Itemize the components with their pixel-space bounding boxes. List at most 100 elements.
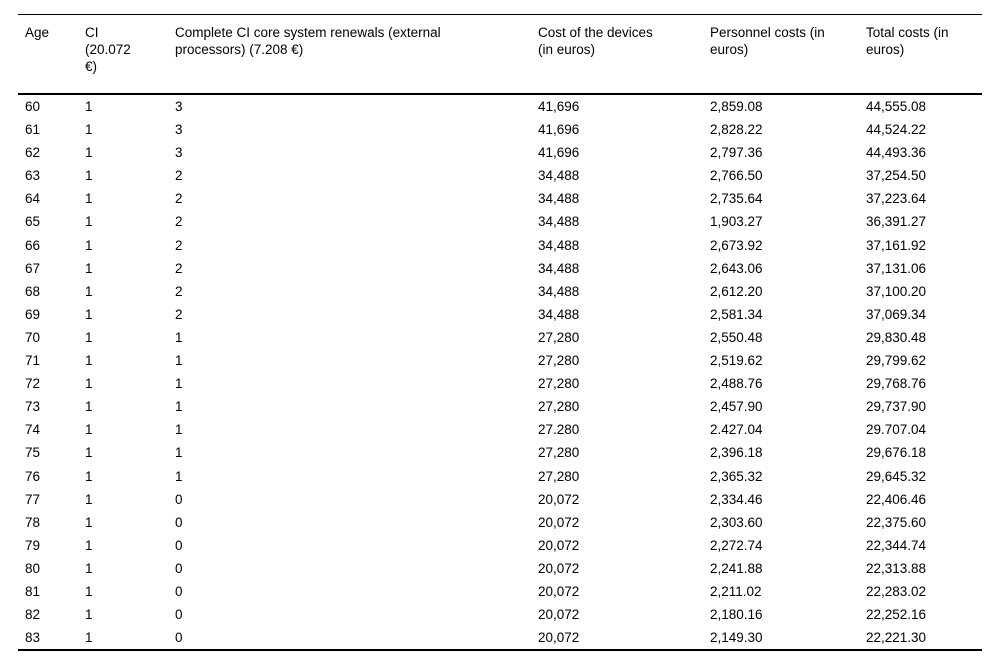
column-header-label: Total costs (in euros) <box>866 25 949 57</box>
table-cell: 72 <box>25 376 41 392</box>
table-cell: 37,100.20 <box>866 283 927 299</box>
table-cell: 69 <box>25 306 41 322</box>
table-row: 75 1 1 27,280 2,396.18 29,676.18 <box>18 441 982 464</box>
column-header-renewals: Complete CI core system renewals (extern… <box>168 14 531 95</box>
table-cell: 1,903.27 <box>710 214 763 230</box>
table-cell: 41,696 <box>538 99 580 114</box>
table-cell: 2 <box>175 237 183 253</box>
table-cell: 36,391.27 <box>866 214 927 230</box>
table-cell: 61 <box>25 122 41 138</box>
table-row: 68 1 2 34,488 2,612.20 37,100.20 <box>18 280 982 303</box>
table-row: 70 1 1 27,280 2,550.48 29,830.48 <box>18 326 982 349</box>
column-header-label: Complete CI core system renewals (extern… <box>175 25 441 57</box>
table-cell: 37,069.34 <box>866 306 927 322</box>
table-cell: 2,149.30 <box>710 630 763 646</box>
table-cell: 1 <box>85 537 93 553</box>
table-row: 62 1 3 41,696 2,797.36 44,493.36 <box>18 141 982 164</box>
table-cell: 77 <box>25 491 41 507</box>
table-cell: 34,488 <box>538 214 580 230</box>
table-row: 64 1 2 34,488 2,735.64 37,223.64 <box>18 187 982 210</box>
table-cell: 64 <box>25 191 41 207</box>
table-cell: 44,555.08 <box>866 99 927 114</box>
table-cell: 37,223.64 <box>866 191 927 207</box>
table-cell: 34,488 <box>538 237 580 253</box>
table-row: 63 1 2 34,488 2,766.50 37,254.50 <box>18 164 982 187</box>
column-header-age: Age <box>18 14 78 95</box>
header-row: Age CI (20.072 €) Complete CI core syste… <box>18 14 982 95</box>
table-cell: 62 <box>25 145 41 161</box>
table-row: 74 1 1 27.280 2.427.04 29.707.04 <box>18 418 982 441</box>
table-cell: 2,859.08 <box>710 99 763 114</box>
table-row: 72 1 1 27,280 2,488.76 29,768.76 <box>18 372 982 395</box>
table-cell: 20,072 <box>538 560 580 576</box>
table-cell: 1 <box>85 422 93 438</box>
table-row: 78 1 0 20,072 2,303.60 22,375.60 <box>18 511 982 534</box>
table-cell: 2 <box>175 191 183 207</box>
column-header-device-cost: Cost of the devices (in euros) <box>531 14 703 95</box>
table-cell: 22,406.46 <box>866 491 927 507</box>
table-cell: 2.427.04 <box>710 422 763 438</box>
table-cell: 2,211.02 <box>710 583 762 599</box>
table-cell: 78 <box>25 514 41 530</box>
table-cell: 37,131.06 <box>866 260 927 276</box>
table-cell: 20,072 <box>538 537 580 553</box>
table-cell: 0 <box>175 583 183 599</box>
table-cell: 1 <box>85 214 93 230</box>
table-cell: 22,283.02 <box>866 583 927 599</box>
table-cell: 1 <box>175 399 183 415</box>
table-cell: 81 <box>25 583 41 599</box>
column-header-label: Age <box>25 25 50 40</box>
table-cell: 71 <box>25 353 41 369</box>
table-cell: 22,344.74 <box>866 537 927 553</box>
table-cell: 2,766.50 <box>710 168 763 184</box>
table-cell: 2,612.20 <box>710 283 763 299</box>
table-cell: 73 <box>25 399 41 415</box>
table-cell: 22,221.30 <box>866 630 927 646</box>
table-cell: 22,375.60 <box>866 514 927 530</box>
column-header-total-cost: Total costs (in euros) <box>859 14 982 95</box>
column-header-label: Personnel costs (in euros) <box>710 25 825 57</box>
table-cell: 3 <box>175 145 183 161</box>
table-cell: 2 <box>175 306 183 322</box>
table-cell: 27,280 <box>538 376 580 392</box>
table-cell: 29,768.76 <box>866 376 927 392</box>
table-cell: 2 <box>175 168 183 184</box>
table-cell: 74 <box>25 422 41 438</box>
cost-table-container: Age CI (20.072 €) Complete CI core syste… <box>18 14 982 652</box>
table-cell: 22,313.88 <box>866 560 927 576</box>
table-cell: 1 <box>85 445 93 461</box>
table-cell: 3 <box>175 99 183 114</box>
table-cell: 2 <box>175 283 183 299</box>
table-row: 73 1 1 27,280 2,457.90 29,737.90 <box>18 395 982 418</box>
ci-cost-table: Age CI (20.072 €) Complete CI core syste… <box>18 14 982 652</box>
table-cell: 27,280 <box>538 468 580 484</box>
table-cell: 22,252.16 <box>866 607 927 623</box>
table-cell: 67 <box>25 260 41 276</box>
table-cell: 2,180.16 <box>710 607 763 623</box>
table-cell: 41,696 <box>538 145 580 161</box>
table-cell: 37,254.50 <box>866 168 927 184</box>
table-cell: 34,488 <box>538 260 580 276</box>
table-row: 67 1 2 34,488 2,643.06 37,131.06 <box>18 257 982 280</box>
table-cell: 44,524.22 <box>866 122 927 138</box>
table-cell: 27.280 <box>538 422 580 438</box>
table-cell: 2,272.74 <box>710 537 763 553</box>
table-cell: 2,303.60 <box>710 514 763 530</box>
table-row: 81 1 0 20,072 2,211.02 22,283.02 <box>18 580 982 603</box>
table-row: 76 1 1 27,280 2,365.32 29,645.32 <box>18 465 982 488</box>
column-header-ci: CI (20.072 €) <box>78 14 168 95</box>
table-cell: 20,072 <box>538 583 580 599</box>
table-header: Age CI (20.072 €) Complete CI core syste… <box>18 14 982 95</box>
table-cell: 1 <box>85 560 93 576</box>
table-cell: 29,645.32 <box>866 468 927 484</box>
table-cell: 34,488 <box>538 168 580 184</box>
table-cell: 75 <box>25 445 41 461</box>
table-cell: 1 <box>175 468 183 484</box>
table-cell: 2,488.76 <box>710 376 763 392</box>
table-row: 65 1 2 34,488 1,903.27 36,391.27 <box>18 210 982 233</box>
table-cell: 1 <box>85 168 93 184</box>
table-cell: 2,643.06 <box>710 260 763 276</box>
table-cell: 1 <box>85 237 93 253</box>
table-row: 71 1 1 27,280 2,519.62 29,799.62 <box>18 349 982 372</box>
table-cell: 0 <box>175 630 183 646</box>
